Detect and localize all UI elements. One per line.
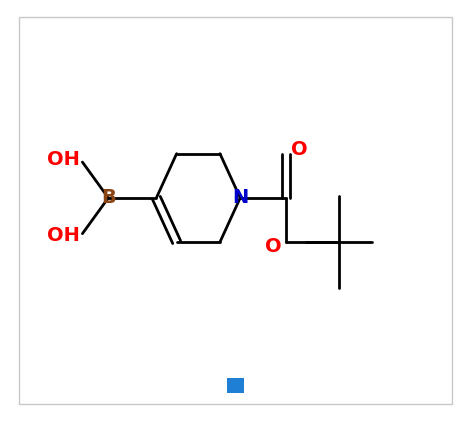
Text: N: N	[232, 188, 248, 208]
Text: OH: OH	[47, 226, 80, 245]
Text: O: O	[291, 140, 307, 159]
FancyBboxPatch shape	[19, 17, 452, 404]
Text: O: O	[265, 237, 281, 256]
Text: B: B	[101, 188, 116, 208]
Text: OH: OH	[47, 150, 80, 170]
FancyBboxPatch shape	[227, 378, 244, 393]
